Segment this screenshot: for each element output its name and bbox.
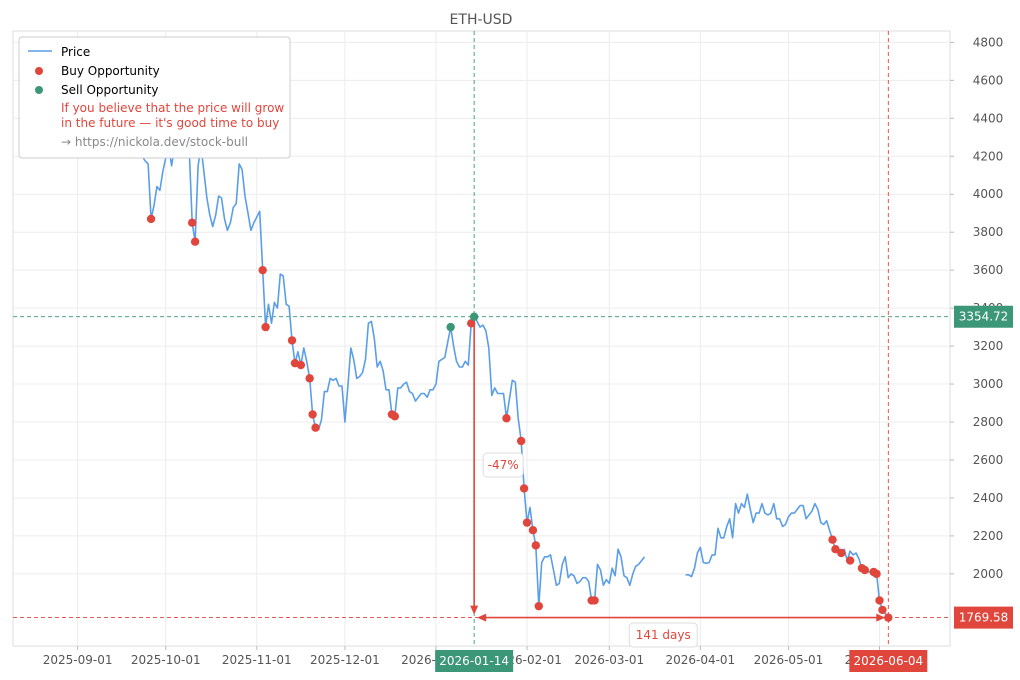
y-tick-label: 3200 bbox=[973, 339, 1004, 353]
buy-point bbox=[590, 596, 599, 605]
buy-point bbox=[531, 541, 541, 550]
sell-date-badge-box bbox=[435, 650, 514, 672]
sell-point bbox=[446, 322, 455, 332]
y-axis-ticks: 2000220024002600280030003200340036003800… bbox=[950, 35, 1004, 581]
x-tick-label: 2025-10-01 bbox=[131, 653, 201, 667]
y-tick-label: 3800 bbox=[973, 225, 1004, 239]
y-tick-label: 4200 bbox=[973, 149, 1004, 163]
buy-point bbox=[390, 412, 400, 421]
duration-label-box bbox=[628, 622, 698, 648]
y-tick-label: 2400 bbox=[973, 491, 1004, 505]
x-tick-label: 2026-04-01 bbox=[665, 653, 735, 667]
buy-point bbox=[258, 265, 267, 275]
buy-point bbox=[502, 414, 511, 423]
buy-point bbox=[308, 410, 317, 419]
buy-point bbox=[860, 565, 870, 575]
buy-points bbox=[146, 214, 893, 622]
buy-price-badge: 1769.58 bbox=[959, 611, 1009, 625]
buy-point bbox=[872, 569, 881, 579]
x-tick-label: 2026-03-01 bbox=[574, 653, 644, 667]
buy-date-badge-box bbox=[849, 650, 928, 672]
buy-point bbox=[878, 605, 887, 615]
x-tick-label: 2025-09-01 bbox=[43, 653, 113, 667]
buy-point bbox=[311, 423, 320, 432]
duration-label: 141 days bbox=[636, 628, 691, 642]
drop-label-box bbox=[482, 452, 524, 478]
chart-title: ETH-USD bbox=[450, 12, 513, 28]
legend-box bbox=[18, 36, 291, 159]
sell-point bbox=[469, 312, 479, 321]
legend-note-line-1: If you believe that the price will grow bbox=[61, 101, 284, 115]
buy-point bbox=[190, 237, 200, 246]
price-line-segment bbox=[685, 493, 889, 619]
x-tick-label: 2026-05-01 bbox=[754, 653, 824, 667]
duration-arrow-head-left bbox=[477, 613, 487, 622]
legend-buy-swatch bbox=[35, 67, 43, 75]
y-tick-label: 4600 bbox=[973, 73, 1004, 87]
sell-price-badge-box bbox=[954, 305, 1013, 328]
buy-point bbox=[528, 526, 538, 535]
y-tick-label: 4800 bbox=[973, 35, 1004, 49]
legend-link[interactable]: → https://nickola.dev/stock-bull bbox=[61, 135, 248, 149]
y-tick-label: 3600 bbox=[973, 263, 1004, 277]
drop-arrow-head bbox=[470, 605, 479, 615]
price-series bbox=[141, 117, 889, 619]
buy-point bbox=[884, 613, 893, 622]
plot-frame bbox=[12, 30, 951, 647]
buy-point bbox=[522, 518, 532, 527]
buy-point bbox=[467, 319, 476, 328]
duration-arrow-head-right bbox=[876, 613, 886, 622]
buy-point bbox=[187, 218, 197, 227]
buy-point bbox=[875, 596, 884, 605]
x-tick-label: 2025-11-01 bbox=[222, 653, 292, 667]
y-tick-label: 2200 bbox=[973, 529, 1004, 543]
legend-note-line-2: in the future — it's good time to buy bbox=[61, 116, 279, 130]
buy-point bbox=[305, 374, 314, 383]
legend-price-label: Price bbox=[61, 45, 90, 59]
y-tick-label: 2000 bbox=[973, 567, 1004, 581]
buy-point bbox=[837, 548, 846, 558]
price-line-segment bbox=[141, 117, 646, 607]
drop-label: -47% bbox=[488, 458, 519, 472]
buy-point bbox=[845, 556, 855, 565]
buy-date-badge: 2026-06-04 bbox=[853, 654, 923, 668]
sell-date-badge: 2026-01-14 bbox=[439, 654, 509, 668]
y-tick-label: 4000 bbox=[973, 187, 1004, 201]
x-tick-label: 2025-12-01 bbox=[310, 653, 380, 667]
sell-points bbox=[446, 312, 479, 332]
buy-point bbox=[296, 360, 306, 370]
legend: Price Buy Opportunity Sell Opportunity I… bbox=[18, 36, 291, 159]
legend-buy-label: Buy Opportunity bbox=[61, 64, 160, 78]
y-tick-label: 2600 bbox=[973, 453, 1004, 467]
buy-point bbox=[146, 214, 156, 224]
y-tick-label: 2800 bbox=[973, 415, 1004, 429]
legend-sell-label: Sell Opportunity bbox=[61, 83, 159, 97]
buy-point bbox=[516, 436, 526, 446]
buy-point bbox=[519, 484, 529, 493]
buy-point bbox=[261, 322, 270, 332]
y-tick-label: 4400 bbox=[973, 111, 1004, 125]
buy-point bbox=[828, 535, 837, 544]
annotations: -47% 141 days 3354.72 1769.58 2026-01-14 2026… bbox=[435, 305, 1013, 672]
sell-price-badge: 3354.72 bbox=[959, 310, 1009, 324]
buy-point bbox=[534, 601, 543, 611]
buy-point bbox=[287, 336, 297, 345]
legend-sell-swatch bbox=[35, 86, 43, 94]
y-tick-label: 3000 bbox=[973, 377, 1004, 391]
buy-price-badge-box bbox=[954, 606, 1013, 629]
